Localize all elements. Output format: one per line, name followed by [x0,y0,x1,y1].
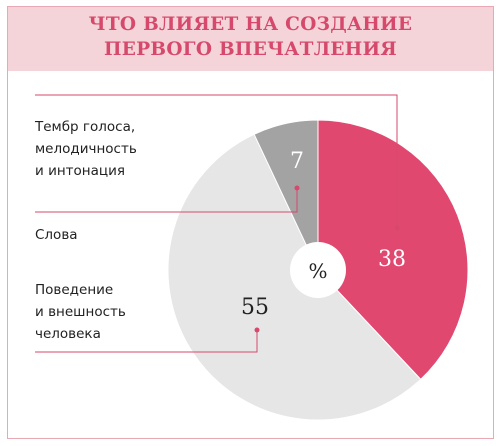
center-percent-label: % [308,259,327,283]
legend-voice-line-1: Тембр голоса, [35,119,136,135]
center-circle [290,242,346,298]
legend-behavior: Поведение и внешность человека [35,279,126,345]
leader-line-behavior-dot [254,327,260,333]
leader-line-words-dot [394,225,400,231]
leader-line-voice [35,188,298,213]
leader-line-behavior [35,330,258,353]
leader-line-voice-dot [294,185,300,191]
leader-line-words [35,94,398,228]
legend-behavior-line-1: Поведение [35,282,114,298]
legend-voice: Тембр голоса, мелодичность и интонация [35,116,137,182]
slice-value-labels: 38 55 7 [241,149,406,320]
legend-behavior-line-2: и внешность [35,304,126,320]
chart-title-line-2: ПЕРВОГО ВПЕЧАТЛЕНИЯ [104,39,397,60]
value-label-voice: 7 [290,149,304,174]
legend-voice-line-3: и интонация [35,163,125,179]
chart-title-line-1: ЧТО ВЛИЯЕТ НА СОЗДАНИЕ [88,14,413,35]
leader-lines [35,94,400,353]
legend-voice-line-2: мелодичность [35,141,137,157]
header-band [8,7,493,71]
slice-voice [253,119,319,271]
legend-words: Слова [35,227,78,243]
value-label-words: 38 [378,247,406,272]
legend-behavior-line-3: человека [35,326,101,342]
slice-words [317,119,469,381]
value-label-behavior: 55 [241,295,269,320]
